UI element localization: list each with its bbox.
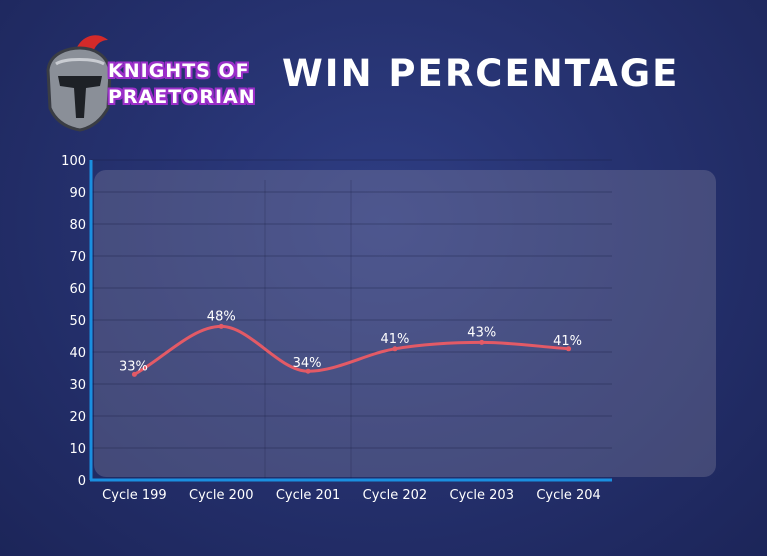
y-tick-label: 90 (69, 186, 86, 201)
x-tick-label: Cycle 203 (450, 488, 514, 503)
chart-panel (94, 170, 716, 477)
series-line (132, 324, 571, 376)
page-title: WIN PERCENTAGE (282, 52, 680, 95)
x-tick-label: Cycle 202 (363, 488, 427, 503)
data-label: 43% (467, 325, 496, 340)
y-tick-label: 20 (69, 410, 86, 425)
brand-line-2: PRAETORIAN (108, 86, 256, 108)
x-tick-label: Cycle 204 (536, 488, 600, 503)
helmet-visor-icon (58, 76, 102, 118)
y-tick-label: 40 (69, 346, 86, 361)
x-tick-label: Cycle 201 (276, 488, 340, 503)
data-label: 33% (119, 359, 148, 374)
data-point (218, 323, 224, 329)
x-tick-label: Cycle 199 (102, 488, 166, 503)
data-point (392, 346, 398, 352)
data-label: 41% (380, 332, 409, 347)
data-point (131, 371, 137, 377)
data-label: 41% (553, 334, 582, 349)
y-tick-label: 80 (69, 218, 86, 233)
x-tick-label: Cycle 200 (189, 488, 253, 503)
brand-logo-text: KNIGHTS OF PRAETORIAN (108, 58, 278, 110)
brand-line-1: KNIGHTS OF (108, 60, 250, 82)
data-point (566, 346, 572, 352)
y-tick-label: 60 (69, 282, 86, 297)
y-tick-label: 70 (69, 250, 86, 265)
y-tick-label: 50 (69, 314, 86, 329)
data-point (305, 368, 311, 374)
data-label: 34% (293, 356, 322, 371)
y-tick-label: 100 (61, 154, 86, 169)
y-tick-label: 30 (69, 378, 86, 393)
data-point (479, 339, 485, 345)
data-label: 48% (207, 309, 236, 324)
knight-helmet-logo (46, 35, 112, 132)
y-tick-label: 10 (69, 442, 86, 457)
y-tick-label: 0 (78, 474, 86, 489)
